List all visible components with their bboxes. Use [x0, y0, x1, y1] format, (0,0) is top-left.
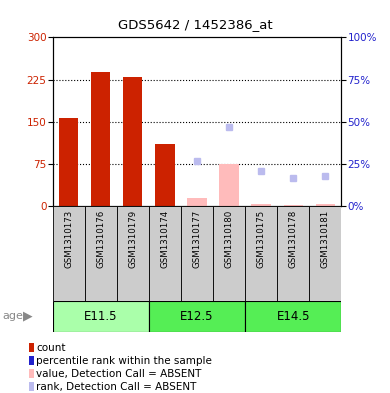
Text: GDS5642 / 1452386_at: GDS5642 / 1452386_at	[118, 18, 272, 31]
Text: GSM1310174: GSM1310174	[160, 210, 169, 268]
Bar	[53, 206, 85, 301]
Bar	[252, 204, 271, 206]
Text: E12.5: E12.5	[180, 310, 214, 323]
Bar	[277, 206, 309, 301]
Bar	[149, 301, 245, 332]
Text: age: age	[2, 311, 23, 321]
Bar	[53, 301, 149, 332]
Text: GSM1310177: GSM1310177	[192, 210, 202, 268]
Text: rank, Detection Call = ABSENT: rank, Detection Call = ABSENT	[36, 382, 197, 392]
Bar	[123, 77, 142, 206]
Text: GSM1310179: GSM1310179	[128, 210, 137, 268]
Text: count: count	[36, 343, 66, 353]
Bar	[309, 206, 341, 301]
Text: E11.5: E11.5	[84, 310, 117, 323]
Bar	[59, 118, 78, 206]
Bar	[245, 301, 341, 332]
Text: GSM1310180: GSM1310180	[225, 210, 234, 268]
Bar	[213, 206, 245, 301]
Bar	[181, 206, 213, 301]
Text: GSM1310178: GSM1310178	[289, 210, 298, 268]
Text: GSM1310173: GSM1310173	[64, 210, 73, 268]
Bar	[155, 144, 174, 206]
Bar	[85, 206, 117, 301]
Bar	[245, 206, 277, 301]
Text: GSM1310181: GSM1310181	[321, 210, 330, 268]
Bar	[117, 206, 149, 301]
Bar	[284, 205, 303, 206]
Bar	[220, 164, 239, 206]
Text: percentile rank within the sample: percentile rank within the sample	[36, 356, 212, 366]
Text: E14.5: E14.5	[277, 310, 310, 323]
Text: GSM1310176: GSM1310176	[96, 210, 105, 268]
Text: value, Detection Call = ABSENT: value, Detection Call = ABSENT	[36, 369, 202, 379]
Bar	[187, 198, 207, 206]
Text: ▶: ▶	[23, 310, 32, 323]
Bar	[316, 204, 335, 206]
Text: GSM1310175: GSM1310175	[257, 210, 266, 268]
Bar	[91, 72, 110, 206]
Bar	[149, 206, 181, 301]
